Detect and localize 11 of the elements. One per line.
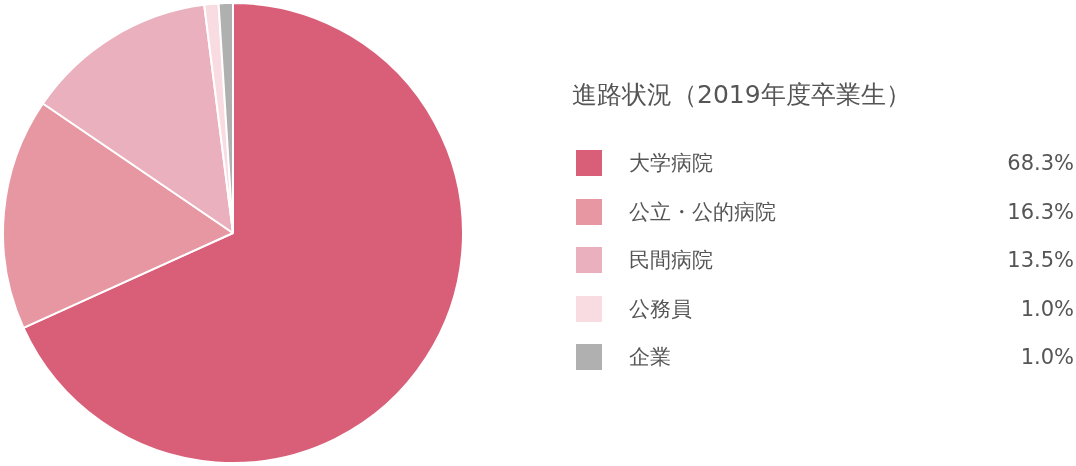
legend-label: 企業 <box>629 344 672 372</box>
text: 進路状況（2019年度卒業生） <box>572 79 912 111</box>
data-label: 1.0% <box>1020 345 1075 370</box>
legend-label: 大学病院 <box>629 150 714 178</box>
legend-label: 民間病院 <box>629 247 714 275</box>
legend-label: 公立・公的病院 <box>629 198 777 226</box>
data-label: 1.0% <box>1020 296 1075 321</box>
data-label: 68.3% <box>1007 151 1075 176</box>
data-label: 16.3% <box>1007 199 1075 224</box>
legend-label: 公務員 <box>629 295 693 323</box>
data-label: 13.5% <box>1007 248 1075 273</box>
